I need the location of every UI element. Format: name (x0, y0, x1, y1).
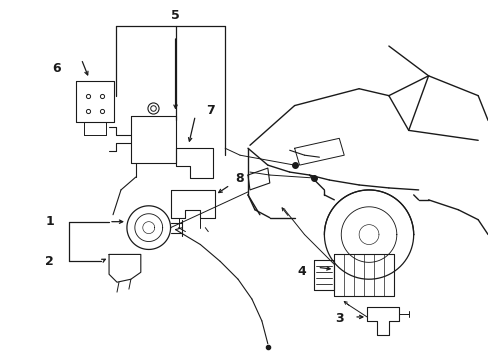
Text: 1: 1 (45, 215, 54, 228)
Text: 6: 6 (52, 62, 61, 75)
Text: 4: 4 (297, 265, 306, 278)
Text: 2: 2 (45, 255, 54, 268)
Text: 7: 7 (206, 104, 215, 117)
Text: 5: 5 (171, 9, 180, 22)
Text: 8: 8 (236, 171, 245, 185)
Text: 3: 3 (335, 312, 343, 325)
